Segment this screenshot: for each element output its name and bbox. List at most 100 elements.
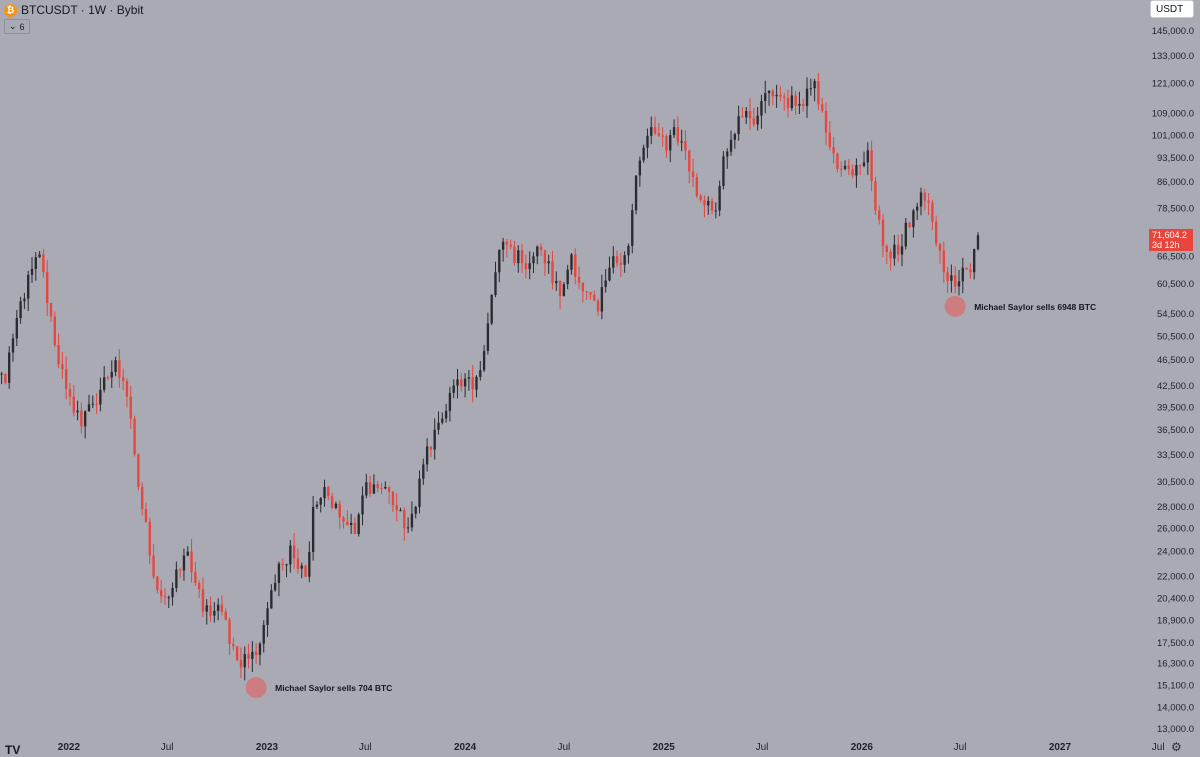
candle-body: [270, 590, 273, 609]
candle-body: [175, 569, 178, 588]
candle-body: [691, 171, 695, 178]
candle-body: [684, 141, 687, 151]
settings-gear-icon[interactable]: ⚙: [1171, 740, 1182, 754]
candle-body: [361, 495, 364, 515]
candle-body: [334, 503, 338, 508]
candle-body: [676, 127, 680, 143]
candle-body: [437, 422, 440, 430]
candle-body: [752, 118, 756, 125]
candle-body: [368, 482, 372, 494]
candle-body: [342, 517, 345, 523]
y-tick-label: 28,000.0: [1157, 502, 1194, 513]
candle-body: [72, 396, 75, 413]
candle-body: [460, 379, 463, 387]
candle-body: [456, 379, 459, 386]
candle-body: [213, 610, 216, 616]
candle-body: [365, 482, 368, 496]
candle-body: [764, 93, 767, 101]
candle-body: [209, 605, 212, 616]
candle-body: [558, 280, 562, 297]
candle-body: [851, 169, 854, 176]
candle-body: [828, 132, 831, 148]
tradingview-logo-icon[interactable]: TV: [5, 743, 21, 757]
candle-body: [486, 323, 490, 351]
candle-body: [733, 134, 737, 140]
y-tick-label: 109,000.0: [1152, 109, 1194, 120]
bar-countdown: 3d 12h: [1152, 240, 1180, 250]
candle-body: [596, 300, 600, 312]
candle-body: [247, 654, 250, 659]
time-axis[interactable]: 2022 Jul 2023 Jul 2024 Jul 2025 Jul 2026 Jul 2027 J…: [58, 742, 1165, 753]
candle-body: [843, 165, 847, 170]
candle-body: [973, 249, 976, 273]
candle-body: [790, 95, 794, 109]
candle-body: [448, 392, 452, 411]
y-tick-label: 54,500.0: [1157, 309, 1194, 320]
candle-body: [76, 410, 79, 413]
x-tick-label: 2025: [653, 742, 676, 753]
currency-selector[interactable]: USDT: [1150, 0, 1194, 18]
candle-body: [779, 94, 782, 97]
x-tick-label: 2024: [454, 742, 477, 753]
candle-body: [893, 244, 896, 259]
candle-body: [581, 282, 585, 292]
candle-body: [68, 389, 72, 397]
annotation-marker[interactable]: [245, 677, 267, 699]
candle-body: [205, 605, 208, 612]
candle-body: [821, 104, 824, 111]
candle-body: [726, 151, 729, 157]
candle-body: [729, 139, 733, 152]
candle-body: [885, 245, 888, 252]
y-tick-label: 133,000.0: [1152, 51, 1194, 62]
candle-body: [121, 377, 125, 381]
candle-body: [631, 210, 634, 246]
candle-body: [194, 572, 197, 583]
candle-body: [604, 280, 607, 288]
candle-body: [23, 298, 26, 302]
candle-body: [570, 254, 573, 270]
price-axis[interactable]: 13,000.0 14,000.0 15,100.0 16,300.0 17,500.0…: [1152, 26, 1194, 735]
candle-body: [19, 301, 22, 319]
candle-body: [916, 206, 919, 211]
candle-body: [809, 88, 812, 90]
candle-body: [646, 135, 649, 148]
candle-body: [908, 222, 911, 228]
candle-body: [357, 514, 360, 535]
candle-body: [380, 488, 383, 490]
candle-body: [855, 165, 858, 176]
candle-body: [498, 249, 501, 273]
y-tick-label: 60,500.0: [1157, 279, 1194, 290]
candle-body: [532, 256, 535, 264]
annotation-marker[interactable]: [944, 295, 966, 317]
candle-body: [517, 250, 520, 264]
candle-body: [881, 219, 885, 246]
candle-body: [262, 624, 265, 644]
y-tick-label: 39,500.0: [1157, 402, 1194, 413]
y-tick-label: 50,500.0: [1157, 331, 1194, 342]
candle-body: [976, 235, 980, 250]
candle-body: [847, 165, 850, 170]
candle-body: [912, 210, 915, 228]
candle-body: [391, 491, 395, 506]
candle-body: [49, 303, 53, 317]
candle-body: [520, 250, 524, 264]
candles-layer: [0, 72, 980, 681]
candle-body: [539, 246, 543, 251]
candle-body: [771, 90, 775, 97]
y-tick-label: 24,000.0: [1157, 547, 1194, 558]
x-tick-label: Jul: [954, 742, 967, 753]
candle-body: [479, 370, 482, 377]
y-tick-label: 30,500.0: [1157, 477, 1194, 488]
candle-body: [114, 360, 117, 372]
candle-body: [349, 522, 353, 525]
candle-body: [53, 316, 56, 345]
candle-body: [266, 608, 269, 625]
x-tick-label: Jul: [359, 742, 372, 753]
candle-body: [65, 369, 68, 390]
candle-body: [433, 429, 436, 450]
indicators-toggle-button[interactable]: ⌄ 6: [4, 19, 30, 34]
candle-body: [638, 160, 642, 176]
symbol-header[interactable]: ₿ BTCUSDT · 1W · Bybit: [4, 2, 143, 18]
candle-body: [657, 133, 661, 136]
